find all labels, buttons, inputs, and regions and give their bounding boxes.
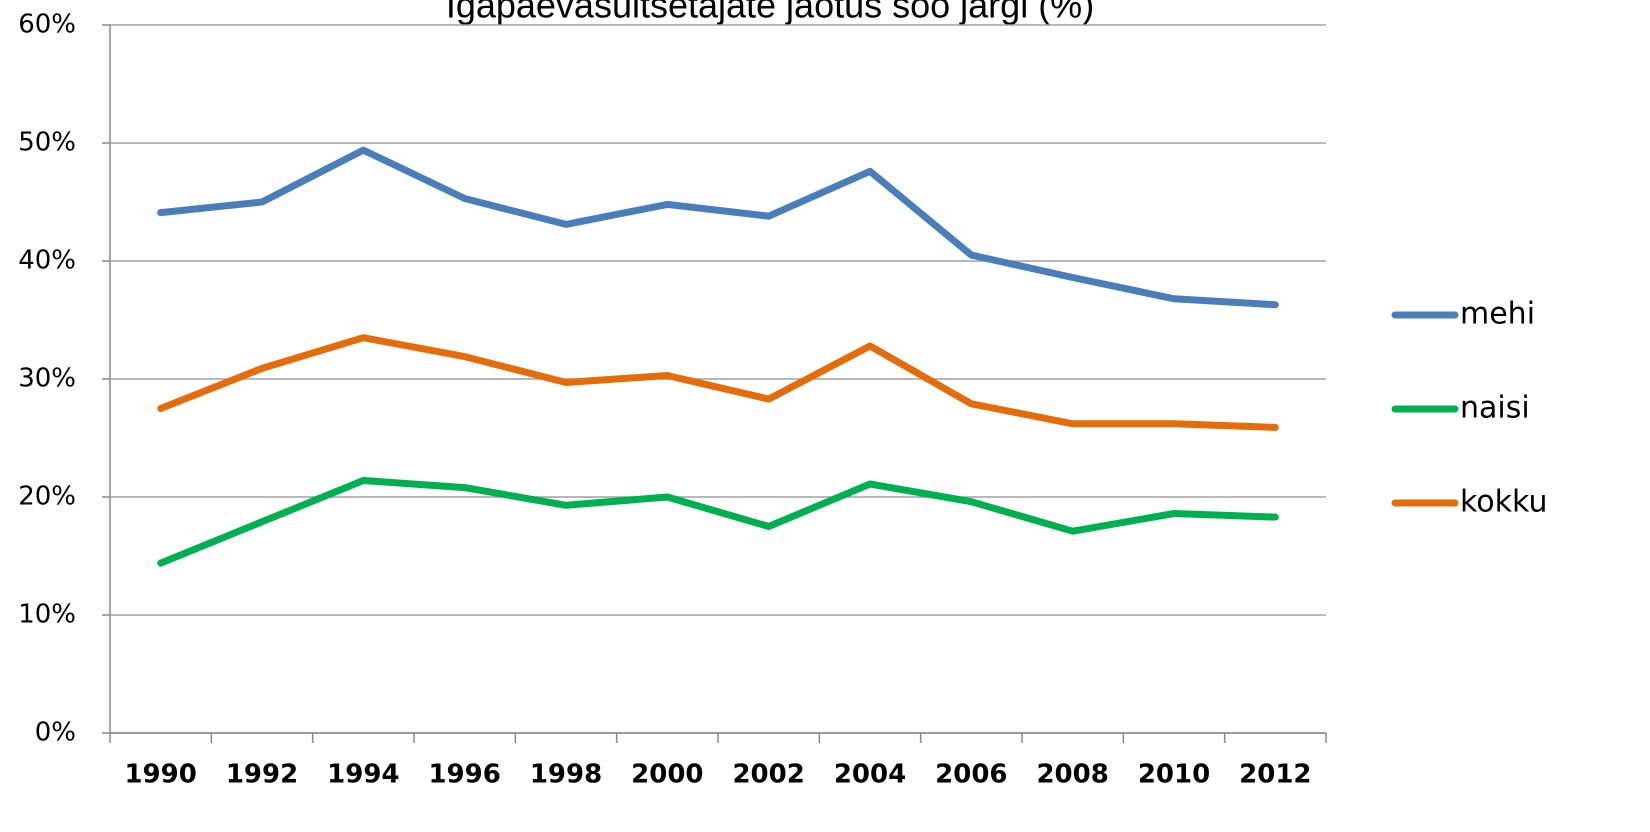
y-tick-label: 30% — [18, 364, 76, 394]
x-tick-label: 2004 — [834, 760, 906, 790]
y-tick-label: 0% — [35, 718, 76, 748]
y-tick-label: 10% — [18, 600, 76, 630]
x-tick-label: 1998 — [530, 760, 602, 790]
x-tick-label: 2012 — [1239, 760, 1311, 790]
x-tick-label: 2006 — [935, 760, 1007, 790]
legend-label: naisi — [1460, 391, 1530, 426]
x-tick-label: 2002 — [732, 760, 804, 790]
line-series — [157, 146, 1279, 309]
x-tick-label: 1994 — [327, 760, 399, 790]
x-tick-label: 2010 — [1138, 760, 1210, 790]
legend-label: mehi — [1460, 297, 1535, 332]
chart-title: Igapäevasuitsetajate jaotus soo järgi (%… — [446, 0, 1094, 26]
y-tick-label: 60% — [18, 10, 76, 40]
x-tick-label: 1996 — [428, 760, 500, 790]
x-tick-label: 1992 — [226, 760, 298, 790]
line-series — [157, 334, 1279, 431]
line-series — [157, 477, 1279, 567]
y-tick-label: 20% — [18, 482, 76, 512]
x-tick-label: 1990 — [124, 760, 196, 790]
y-tick-label: 50% — [18, 128, 76, 158]
y-tick-label: 40% — [18, 246, 76, 276]
x-tick-label: 2000 — [631, 760, 703, 790]
x-tick-label: 2008 — [1036, 760, 1108, 790]
legend-label: kokku — [1460, 485, 1548, 520]
